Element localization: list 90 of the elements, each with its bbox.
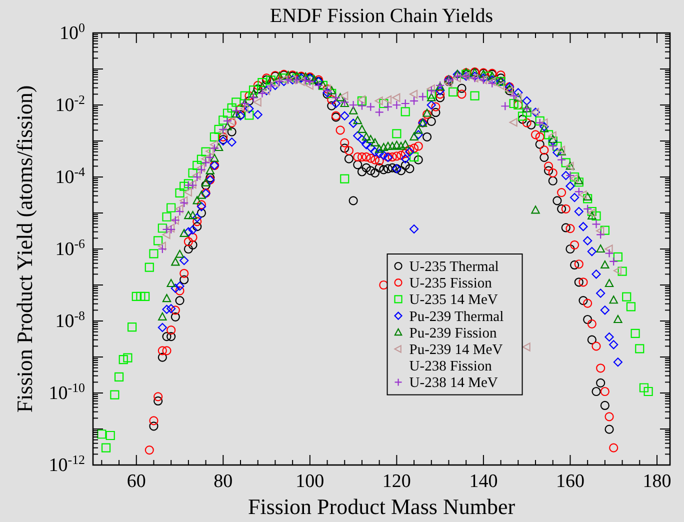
legend-label: U-238 14 MeV	[409, 375, 498, 392]
point	[284, 75, 293, 84]
point	[253, 98, 262, 106]
point	[201, 158, 210, 168]
point	[374, 108, 384, 117]
point	[548, 131, 556, 140]
point	[583, 204, 592, 214]
y-tick-label: 10$^{-8}$	[55, 308, 85, 332]
point	[270, 78, 279, 88]
point	[232, 106, 241, 116]
point	[175, 204, 184, 214]
point	[206, 152, 215, 162]
point	[500, 102, 510, 111]
point	[314, 80, 324, 90]
point	[248, 93, 258, 102]
point	[275, 76, 284, 86]
point	[592, 220, 601, 229]
y-tick-label: 10$^{-12}$	[48, 452, 85, 476]
point	[180, 198, 189, 208]
legend-label: U-235 14 MeV	[409, 292, 498, 308]
point	[331, 93, 340, 102]
point	[596, 230, 606, 240]
x-tick-label: 60	[126, 471, 146, 492]
x-tick-label: 120	[382, 471, 411, 492]
point	[301, 76, 310, 86]
point	[540, 118, 548, 128]
point	[509, 118, 518, 127]
point	[158, 242, 166, 250]
y-tick-label: 10$^{-2}$	[55, 92, 85, 116]
point	[201, 154, 210, 164]
x-tick-label: 160	[556, 471, 584, 492]
point	[409, 96, 419, 106]
y-axis-title: Fission Product Yield (atoms/fission)	[12, 85, 37, 413]
point	[162, 230, 170, 240]
legend-label: Pu-239 14 MeV	[409, 342, 504, 358]
point	[418, 92, 428, 102]
legend-label: Pu-239 Thermal	[409, 308, 504, 325]
point	[392, 100, 402, 110]
point	[578, 190, 587, 200]
point	[366, 102, 376, 112]
y-tick-label: 10$^{-10}$	[48, 380, 85, 404]
text: U-238 Fission	[409, 358, 493, 375]
x-axis-title: Fission Product Mass Number	[248, 494, 516, 519]
point	[574, 187, 584, 196]
point	[210, 144, 220, 153]
point	[613, 266, 622, 276]
point	[609, 256, 618, 266]
point	[604, 244, 613, 254]
point	[296, 77, 305, 86]
point	[184, 188, 192, 196]
point	[409, 90, 418, 99]
point	[400, 98, 410, 108]
point	[158, 244, 167, 254]
point	[240, 104, 248, 114]
point	[357, 101, 367, 110]
point	[604, 248, 614, 258]
point	[175, 206, 184, 216]
chart-title: ENDF Fission Chain Yields	[270, 5, 494, 27]
point	[374, 96, 383, 106]
point	[258, 88, 267, 98]
point	[218, 127, 227, 136]
y-tick-label: 10$^{0}$	[60, 20, 85, 44]
point	[266, 81, 276, 90]
x-tick-label: 80	[214, 471, 233, 492]
point	[180, 196, 188, 206]
point	[210, 140, 218, 150]
x-tick-label: 180	[642, 471, 672, 492]
point	[548, 142, 558, 151]
x-tick-label: 100	[296, 471, 324, 492]
legend-label: U-235 Fission	[409, 276, 493, 292]
point	[392, 93, 400, 102]
point	[383, 102, 393, 112]
point	[522, 342, 530, 352]
point	[218, 124, 228, 134]
point	[566, 170, 575, 180]
point	[596, 226, 604, 236]
point	[340, 91, 348, 100]
y-tick-label: 10$^{-6}$	[55, 236, 86, 260]
point	[556, 155, 566, 164]
point	[348, 100, 358, 110]
x-tick-label: 140	[469, 471, 498, 492]
legend-label: U-235 Thermal	[409, 259, 499, 275]
legend-label: Pu-239 Fission	[409, 325, 498, 342]
point	[206, 146, 214, 156]
point	[222, 116, 232, 126]
point	[383, 95, 392, 104]
point	[509, 91, 518, 100]
point	[496, 81, 504, 90]
y-tick-label: 10$^{-4}$	[55, 164, 86, 188]
point	[305, 81, 314, 90]
